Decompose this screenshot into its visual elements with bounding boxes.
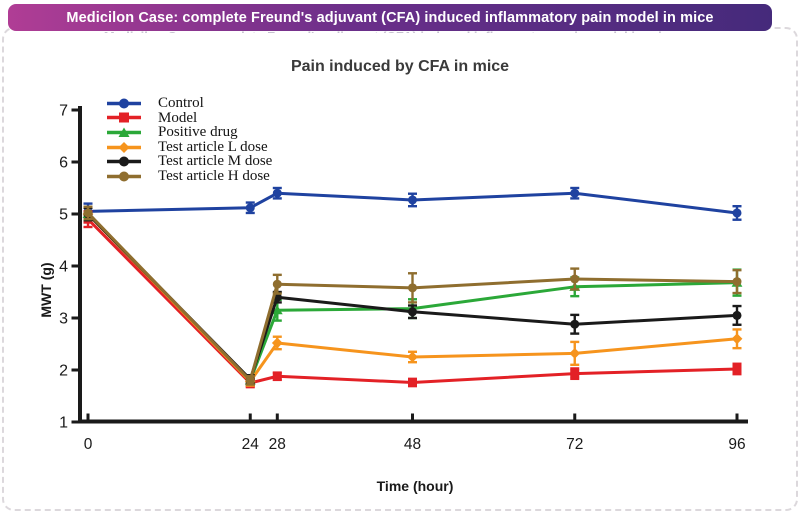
svg-text:28: 28 — [269, 436, 286, 453]
banner-title: Medicilon Case: complete Freund's adjuva… — [66, 9, 714, 26]
chart-title: Pain induced by CFA in mice — [290, 58, 510, 75]
legend-label: Positive drug — [158, 124, 238, 141]
legend-item-test-article-h-dose: Test article H dose — [106, 169, 272, 184]
svg-text:7: 7 — [59, 103, 68, 120]
legend-marker-icon — [107, 171, 141, 182]
svg-text:3: 3 — [59, 311, 68, 328]
svg-text:5: 5 — [59, 207, 68, 224]
legend-marker-icon — [107, 112, 141, 123]
legend-marker-icon — [107, 156, 141, 167]
legend-marker-icon — [107, 127, 141, 137]
legend-label: Model — [158, 109, 198, 126]
legend: Control Model Positive drug Test article L … — [106, 96, 272, 184]
legend-item-positive-drug: Positive drug — [106, 125, 272, 140]
x-axis-label: Time (hour) — [376, 478, 454, 494]
legend-label: Test article L dose — [158, 138, 268, 155]
svg-text:4: 4 — [59, 259, 68, 276]
svg-text:2: 2 — [59, 363, 68, 380]
svg-text:96: 96 — [728, 436, 745, 453]
legend-item-test-article-l-dose: Test article L dose — [106, 138, 272, 155]
legend-label: Test article M dose — [158, 153, 273, 170]
case-banner: Medicilon Case: complete Freund's adjuva… — [8, 4, 772, 31]
legend-item-model: Model — [106, 109, 272, 126]
svg-text:24: 24 — [242, 436, 260, 453]
svg-text:6: 6 — [59, 155, 68, 172]
legend-label: Test article H dose — [158, 167, 270, 184]
legend-marker-icon — [107, 141, 141, 153]
svg-text:0: 0 — [84, 436, 93, 453]
legend-label: Control — [158, 95, 204, 111]
svg-text:72: 72 — [566, 436, 583, 453]
svg-text:48: 48 — [404, 436, 421, 453]
svg-text:1: 1 — [59, 415, 68, 432]
clipped-caption-text: Medicilon Case: complete Freund's adjuva… — [104, 29, 676, 33]
legend-marker-icon — [107, 98, 141, 109]
legend-item-control: Control — [106, 96, 272, 111]
case-card — [2, 27, 798, 511]
legend-item-test-article-m-dose: Test article M dose — [106, 154, 272, 169]
clipped-caption: Medicilon Case: complete Freund's adjuva… — [0, 28, 780, 33]
